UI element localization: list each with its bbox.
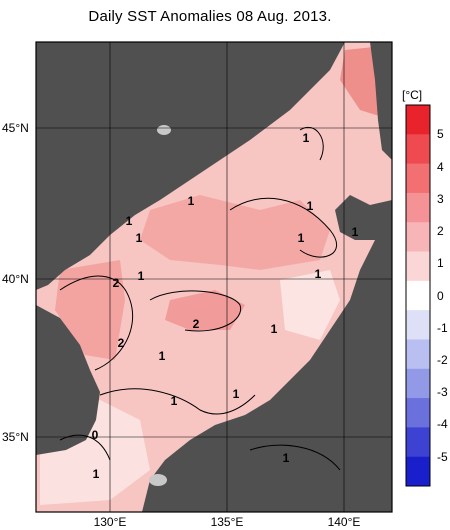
lat-label-45: 45°N [2, 121, 29, 135]
map-frame [35, 41, 393, 513]
contour-line [59, 275, 134, 371]
colorbar-swatch [406, 280, 430, 311]
contour-line [99, 388, 256, 415]
land-korea [36, 305, 100, 455]
land-island [149, 474, 167, 486]
colorbar [405, 104, 431, 487]
colorbar-swatch [406, 134, 430, 165]
contour-label: 1 [271, 322, 278, 336]
colorbar-tick-label: 3 [437, 191, 444, 206]
lon-label-130: 130°E [94, 515, 127, 529]
colorbar-tick-label: 2 [437, 224, 444, 239]
anomaly-patch-2 [140, 195, 330, 270]
land-mainland [36, 42, 345, 290]
colorbar-unit: [°C] [402, 88, 423, 102]
contour-label: 1 [233, 387, 240, 401]
colorbar-swatch [406, 339, 430, 370]
lat-label-40: 40°N [2, 272, 29, 286]
contour-label: 0 [92, 428, 99, 442]
contour-label: 1 [303, 131, 310, 145]
colorbar-tick-label: 4 [437, 159, 444, 174]
anomaly-patch-3 [165, 290, 245, 330]
colorbar-tick-label: 1 [437, 256, 444, 271]
low-anomaly-1 [280, 270, 340, 340]
colorbar-swatch [406, 310, 430, 340]
colorbar-tick-label: -5 [437, 449, 448, 464]
land-japan [142, 230, 392, 512]
colorbar-tick-label: 0 [437, 288, 444, 303]
contour-label: 1 [93, 467, 100, 481]
contour-label: 1 [136, 231, 143, 245]
contour-label: 1 [307, 199, 314, 213]
contour-label: 1 [352, 225, 359, 239]
colorbar-frame [405, 104, 431, 487]
contour-line [249, 444, 341, 471]
lat-label-35: 35°N [2, 430, 29, 444]
lon-label-135: 135°E [211, 515, 244, 529]
contour-label: 2 [118, 336, 125, 350]
colorbar-swatch [406, 398, 430, 428]
colorbar-swatch [406, 222, 430, 253]
colorbar-swatch [406, 163, 430, 194]
contour-label: 1 [171, 394, 178, 408]
colorbar-tick-label: -1 [437, 320, 448, 335]
contour-label: 2 [113, 276, 120, 290]
colorbar-tick-label: -3 [437, 385, 448, 400]
colorbar-swatch [406, 456, 430, 487]
contour-label: 1 [138, 269, 145, 283]
colorbar-swatch [406, 105, 430, 135]
contour-label: 1 [159, 349, 166, 363]
lon-label-140: 140°E [328, 515, 361, 529]
contour-line [229, 197, 337, 258]
colorbar-tick-label: -2 [437, 352, 448, 367]
contour-label: 1 [188, 194, 195, 208]
colorbar-tick-label: 5 [437, 127, 444, 142]
contour-line [149, 290, 242, 332]
contour-label: 2 [193, 317, 200, 331]
land-hokkaido [335, 195, 392, 240]
colorbar-swatch [406, 251, 430, 282]
colorbar-swatch [406, 368, 430, 399]
colorbar-tick-label: -4 [437, 417, 448, 432]
colorbar-swatch [406, 192, 430, 223]
contour-label: 1 [126, 214, 133, 228]
land-island [157, 125, 171, 135]
land-sakhalin [370, 42, 392, 160]
map-title: Daily SST Anomalies 08 Aug. 2013. [88, 8, 332, 25]
contour-label: 1 [283, 451, 290, 465]
contour-label: 1 [315, 267, 322, 281]
contour-label: 1 [298, 231, 305, 245]
colorbar-swatch [406, 427, 430, 458]
